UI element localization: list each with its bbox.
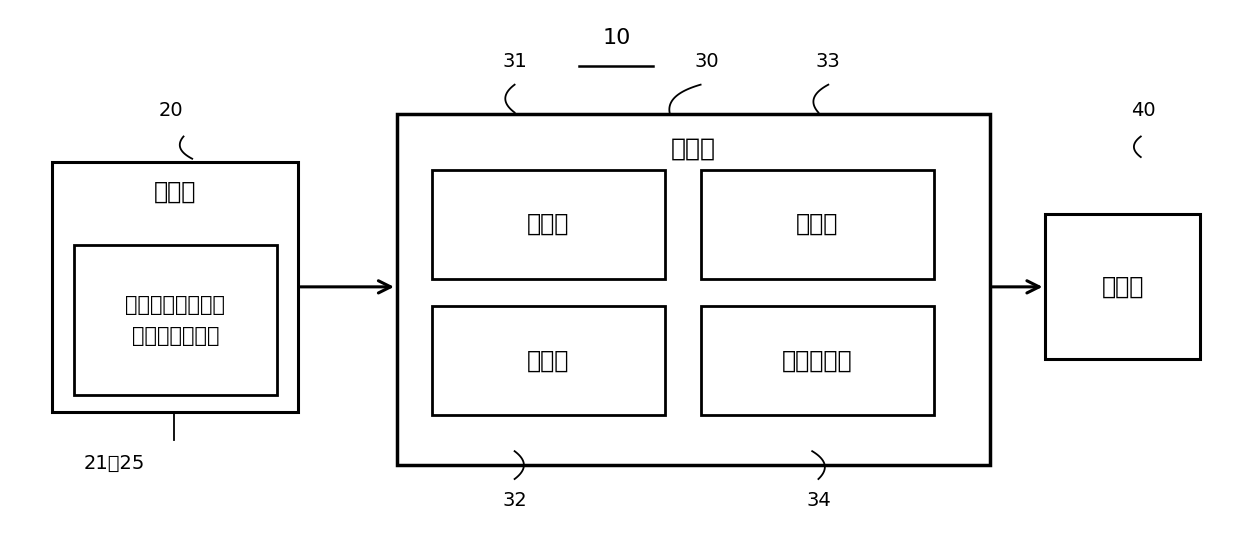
Text: 第一应变传感器至
第五应变传感器: 第一应变传感器至 第五应变传感器	[125, 295, 226, 346]
Text: 计算部: 计算部	[527, 212, 569, 236]
Text: 32: 32	[502, 491, 527, 510]
Text: 40: 40	[1131, 101, 1156, 120]
Bar	[52, 162, 298, 412]
Text: 10: 10	[603, 28, 630, 48]
Text: 21至25: 21至25	[83, 454, 145, 473]
Text: 33: 33	[816, 52, 841, 71]
Text: 34: 34	[806, 491, 831, 510]
Text: 31: 31	[502, 52, 527, 71]
Bar	[1045, 214, 1200, 359]
Text: 输出部: 输出部	[1101, 275, 1145, 299]
Bar	[397, 114, 990, 465]
Text: 测定部: 测定部	[154, 180, 196, 204]
Text: 30: 30	[694, 52, 719, 71]
Text: 控制部: 控制部	[671, 136, 715, 161]
Text: 20: 20	[159, 101, 184, 120]
Bar	[432, 306, 665, 415]
Text: 判断部: 判断部	[796, 212, 838, 236]
Bar	[432, 170, 665, 278]
Bar	[701, 170, 934, 278]
Bar	[701, 306, 934, 415]
Text: 存储部: 存储部	[527, 349, 569, 373]
Bar	[74, 245, 277, 395]
Text: 信号发生部: 信号发生部	[782, 349, 852, 373]
